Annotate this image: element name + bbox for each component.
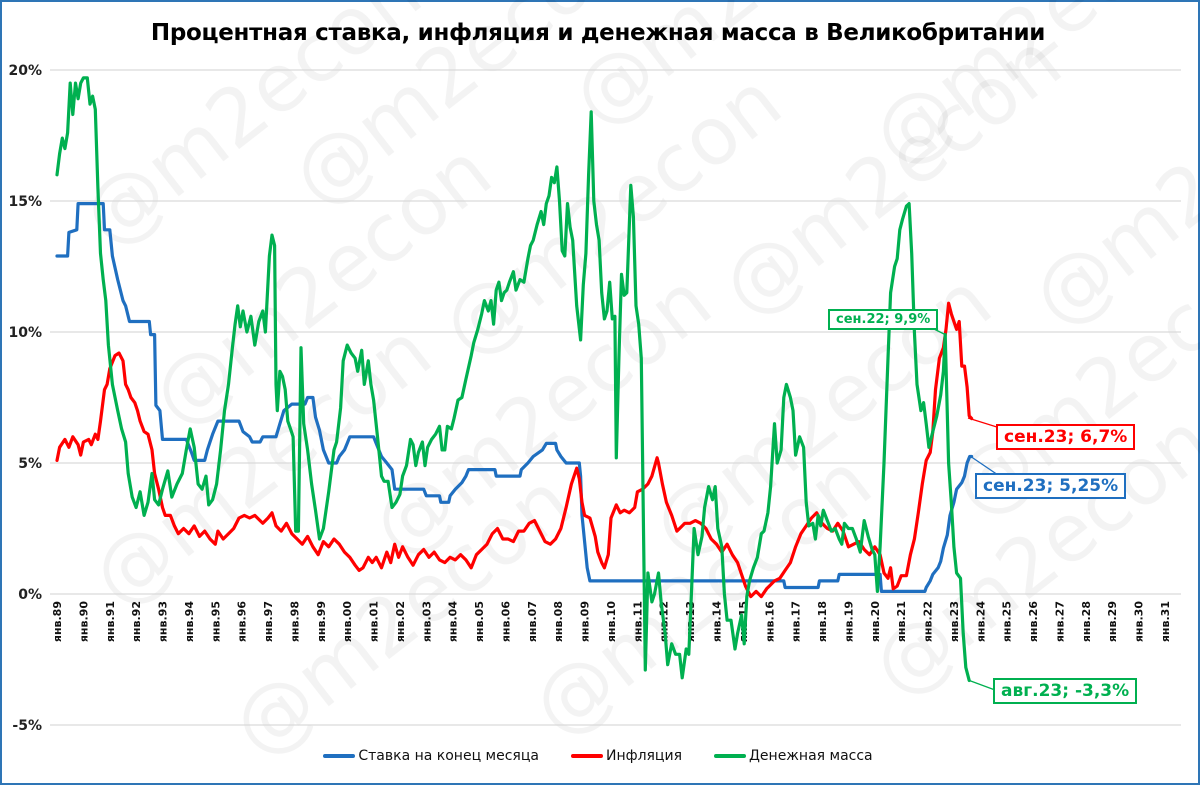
x-tick-label: янв.01 xyxy=(368,601,381,642)
x-tick-label: янв.14 xyxy=(711,601,724,642)
y-tick-label: 10% xyxy=(8,325,42,341)
legend-item-rate: Ставка на конец месяца xyxy=(323,748,539,764)
y-tick-label: 20% xyxy=(8,63,42,79)
x-tick-label: янв.02 xyxy=(394,601,407,642)
chart-title: Процентная ставка, инфляция и денежная м… xyxy=(150,20,1046,46)
x-tick-label: янв.00 xyxy=(341,601,354,642)
callout-inflation-last: сен.23; 6,7% xyxy=(996,424,1136,450)
x-tick-label: янв.96 xyxy=(236,601,249,642)
x-tick-label: янв.18 xyxy=(816,601,829,642)
x-tick-label: янв.29 xyxy=(1106,601,1119,642)
series-line-0 xyxy=(55,202,974,593)
x-tick-label: янв.31 xyxy=(1159,601,1172,642)
x-tick-label: янв.17 xyxy=(790,601,803,642)
x-tick-label: янв.27 xyxy=(1053,601,1066,642)
x-tick-label: янв.19 xyxy=(842,601,855,642)
x-tick-label: янв.16 xyxy=(763,601,776,642)
x-tick-label: янв.21 xyxy=(895,601,908,642)
x-tick-label: янв.28 xyxy=(1080,601,1093,642)
legend-label-money: Денежная масса xyxy=(748,748,873,764)
x-tick-label: янв.04 xyxy=(447,601,460,642)
y-tick-label: 5% xyxy=(18,456,42,472)
series-line-2 xyxy=(55,76,971,683)
callout-money-last: авг.23; -3,3% xyxy=(993,678,1138,704)
x-tick-label: янв.07 xyxy=(526,601,539,642)
x-tick-label: янв.08 xyxy=(552,601,565,642)
x-tick-label: янв.11 xyxy=(631,601,644,642)
x-tick-label: янв.97 xyxy=(262,601,275,642)
x-tick-label: янв.06 xyxy=(499,601,512,642)
x-tick-label: янв.95 xyxy=(209,601,222,642)
x-tick-label: янв.93 xyxy=(157,601,170,642)
x-tick-label: янв.23 xyxy=(948,601,961,642)
x-tick-label: янв.89 xyxy=(51,601,64,642)
x-tick-label: янв.10 xyxy=(605,601,618,642)
x-tick-label: янв.90 xyxy=(77,601,90,642)
legend-label-rate: Ставка на конец месяца xyxy=(358,748,539,764)
legend-swatch-money xyxy=(713,754,746,758)
x-tick-label: янв.05 xyxy=(473,601,486,642)
x-tick-label: янв.26 xyxy=(1027,601,1040,642)
legend-item-money: Денежная масса xyxy=(713,748,873,764)
x-tick-label: янв.09 xyxy=(579,601,592,642)
legend-item-inflation: Инфляция xyxy=(570,748,682,764)
series-line-1 xyxy=(55,301,974,599)
x-tick-label: янв.03 xyxy=(420,601,433,642)
x-tick-label: янв.91 xyxy=(104,601,117,642)
legend-label-inflation: Инфляция xyxy=(605,748,682,764)
chart-legend: Ставка на конец месяца Инфляция Денежная… xyxy=(0,748,1196,764)
x-tick-label: янв.94 xyxy=(183,601,196,642)
callout-rate-last: сен.23; 5,25% xyxy=(975,473,1127,499)
y-tick-label: 0% xyxy=(18,587,42,603)
x-tick-label: янв.25 xyxy=(1001,601,1014,642)
x-tick-label: янв.24 xyxy=(974,601,987,642)
x-tick-label: янв.98 xyxy=(288,601,301,642)
callout-money-peak: сен.22; 9,9% xyxy=(828,309,939,330)
y-tick-label: -5% xyxy=(12,718,42,734)
x-tick-label: янв.92 xyxy=(130,601,143,642)
x-tick-label: янв.22 xyxy=(922,601,935,642)
x-tick-label: янв.99 xyxy=(315,601,328,642)
x-tick-label: янв.20 xyxy=(869,601,882,642)
legend-swatch-inflation xyxy=(570,754,603,758)
x-tick-label: янв.30 xyxy=(1133,601,1146,642)
legend-swatch-rate xyxy=(323,754,356,758)
y-tick-label: 15% xyxy=(8,194,42,210)
